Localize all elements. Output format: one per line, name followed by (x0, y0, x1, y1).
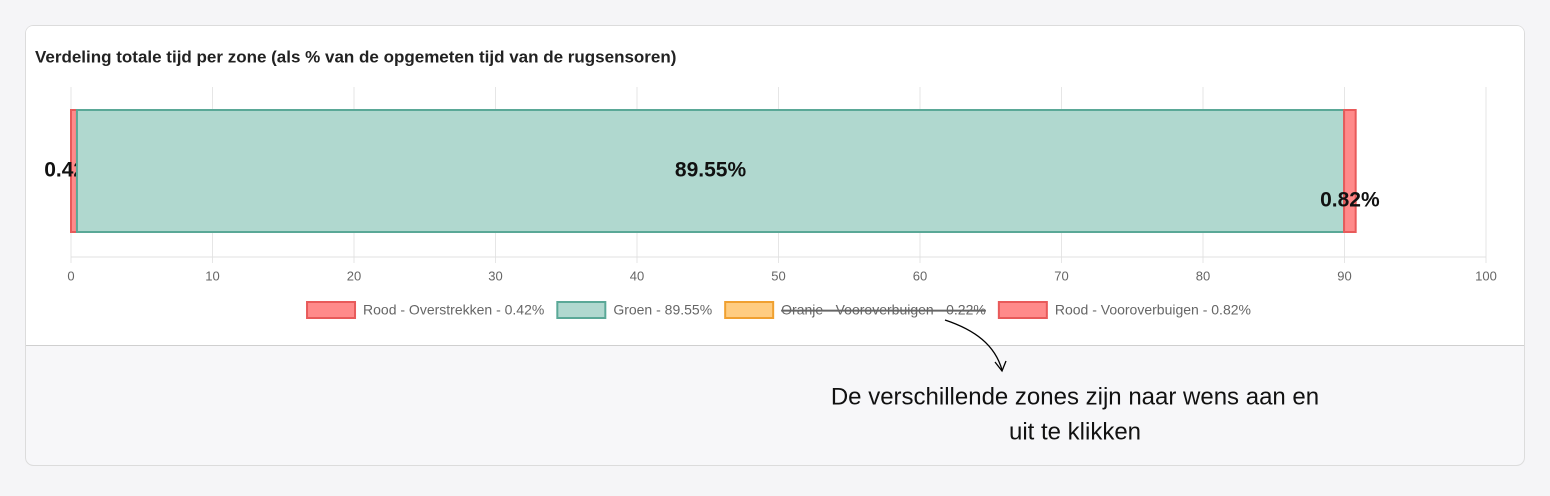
x-tick-label: 20 (347, 268, 361, 283)
legend-label[interactable]: Rood - Overstrekken - 0.42% (363, 302, 544, 318)
x-tick-label: 40 (630, 268, 644, 283)
legend-label[interactable]: Groen - 89.55% (613, 302, 712, 318)
x-tick-label: 50 (771, 268, 785, 283)
arrow (944, 319, 1003, 371)
legend-swatch[interactable] (724, 301, 775, 319)
chart-title: Verdeling totale tijd per zone (als % va… (35, 47, 676, 66)
legend-label[interactable]: Rood - Vooroverbuigen - 0.82% (1055, 302, 1251, 318)
bar-segment (75, 109, 1346, 233)
legend-swatch[interactable] (556, 301, 607, 319)
x-tick-label: 70 (1054, 268, 1068, 283)
legend-label[interactable]: Oranje - Vooroverbuigen - 0.22% (781, 302, 986, 318)
x-tick-label: 30 (488, 268, 502, 283)
legend-swatch[interactable] (997, 301, 1048, 319)
legend-swatch[interactable] (306, 301, 357, 319)
arrow-head (994, 360, 1007, 373)
data-label: 89.55% (675, 159, 747, 182)
x-tick-label: 100 (1475, 268, 1497, 283)
data-label: 0.82% (1320, 189, 1380, 212)
annotation-line: uit te klikken (1009, 418, 1141, 445)
bar-segment (1343, 109, 1357, 233)
annotation-line: De verschillende zones zijn naar wens aa… (831, 383, 1319, 410)
x-tick-label: 90 (1337, 268, 1351, 283)
x-tick-label: 80 (1196, 268, 1210, 283)
x-tick-label: 0 (67, 268, 74, 283)
x-tick-label: 60 (913, 268, 927, 283)
x-tick-label: 10 (205, 268, 219, 283)
